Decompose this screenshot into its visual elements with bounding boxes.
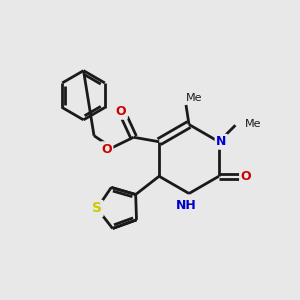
Text: S: S [92, 202, 102, 215]
Text: Me: Me [186, 93, 203, 103]
Text: O: O [116, 105, 126, 118]
Text: O: O [241, 170, 251, 183]
Text: O: O [101, 143, 112, 156]
Text: NH: NH [176, 199, 197, 212]
Text: N: N [216, 135, 226, 148]
Text: Me: Me [244, 119, 261, 129]
